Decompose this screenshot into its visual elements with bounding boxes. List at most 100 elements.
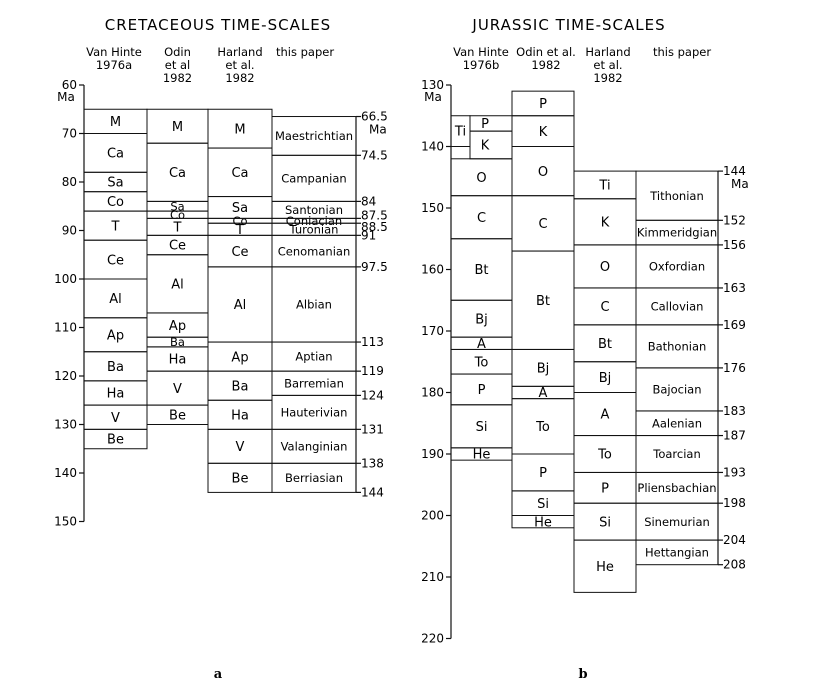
axis-tick-label: 110 xyxy=(54,321,77,335)
boundary-age-label: 131 xyxy=(361,422,384,436)
unit-label: Cenomanian xyxy=(278,244,351,258)
panel-title: CRETACEOUS TIME-SCALES xyxy=(105,16,331,34)
boundary-age-label: 91 xyxy=(361,228,376,242)
unit-label: Si xyxy=(599,515,611,530)
axis-tick-label: 150 xyxy=(54,515,77,529)
unit-label: P xyxy=(539,466,547,481)
axis-tick-label: 70 xyxy=(62,127,77,141)
boundary-age-label: 169 xyxy=(723,318,746,332)
axis-tick-label: 190 xyxy=(421,447,444,461)
unit-label: Valanginian xyxy=(281,439,348,453)
unit-label: To xyxy=(474,355,489,370)
unit-label: C xyxy=(538,217,547,232)
boundary-age-label: 193 xyxy=(723,465,746,479)
unit-label: C xyxy=(477,211,486,226)
unit-label: Maestrichtian xyxy=(275,129,353,143)
column-header-line: et al. xyxy=(225,58,254,72)
unit-label: Callovian xyxy=(651,300,704,314)
unit-label: Ca xyxy=(169,166,186,181)
unit-label: Ca xyxy=(107,147,124,162)
unit-label: Bj xyxy=(599,371,612,386)
unit-label: To xyxy=(535,420,550,435)
boundary-age-label: 144 xyxy=(723,164,746,178)
unit-label: Bj xyxy=(537,362,550,377)
boundary-age-label: 88.5 xyxy=(361,220,388,234)
unit-label: Bt xyxy=(598,337,612,352)
unit-label: Be xyxy=(107,433,124,448)
axis-tick-label: 130 xyxy=(421,78,444,92)
unit-label: V xyxy=(236,440,245,455)
unit-label: P xyxy=(539,97,547,112)
boundary-unit-label: Ma xyxy=(369,123,387,137)
column-header-line: this paper xyxy=(276,45,334,59)
boundary-age-label: 124 xyxy=(361,388,384,402)
column-header-line: 1982 xyxy=(593,71,622,85)
unit-label: Kimmeridgian xyxy=(637,226,717,240)
unit-label: Ba xyxy=(232,379,249,394)
boundary-age-label: 87.5 xyxy=(361,208,388,222)
unit-label: Sa xyxy=(107,176,123,191)
unit-label: C xyxy=(600,300,609,315)
panel-b-jurassic: JURASSIC TIME-SCALES 130 140 150 160 170 180 19… xyxy=(421,16,749,682)
unit-label: V xyxy=(111,411,120,426)
unit-label: Ce xyxy=(169,239,186,254)
unit-label: Al xyxy=(234,298,247,313)
unit-label: Si xyxy=(537,497,549,512)
unit-label: Ce xyxy=(107,253,124,268)
axis-tick-label: 200 xyxy=(421,509,444,523)
unit-label: Al xyxy=(171,278,184,293)
boundary-age-label: 138 xyxy=(361,456,384,470)
unit-label: Toarcian xyxy=(652,447,700,461)
unit-label: Albian xyxy=(296,298,332,312)
boundary-age-label: 183 xyxy=(723,404,746,418)
panel-a-cretaceous: CRETACEOUS TIME-SCALES 60 70 80 90 100 110 120 1… xyxy=(54,16,388,682)
unit-label: K xyxy=(601,216,610,231)
boundary-age-label: 97.5 xyxy=(361,260,388,274)
unit-label: Bt xyxy=(474,263,488,278)
column-header-line: Odin xyxy=(164,45,191,59)
column-header-line: Van Hinte xyxy=(86,45,142,59)
boundary-age-label: 176 xyxy=(723,361,746,375)
unit-label: T xyxy=(111,219,120,234)
column-header-line: 1982 xyxy=(531,58,560,72)
boundary-age-label: 119 xyxy=(361,364,384,378)
unit-label: Santonian xyxy=(285,203,343,217)
unit-label: Ba xyxy=(107,360,124,375)
unit-label: Bathonian xyxy=(648,340,707,354)
unit-label: To xyxy=(597,448,612,463)
unit-box xyxy=(469,130,513,160)
unit-label: Hettangian xyxy=(645,546,709,560)
column-header-line: 1976b xyxy=(463,58,500,72)
unit-label: M xyxy=(234,122,245,137)
subfigure-label: a xyxy=(214,667,223,682)
unit-label: P xyxy=(601,482,609,497)
unit-label: Be xyxy=(232,472,249,487)
unit-label: Bj xyxy=(475,312,488,327)
boundary-age-label: 113 xyxy=(361,335,384,349)
axis-tick-label: 140 xyxy=(421,140,444,154)
unit-label: O xyxy=(538,165,548,180)
unit-label: Oxfordian xyxy=(649,260,705,274)
boundary-age-label: 84 xyxy=(361,194,376,208)
unit-label: Si xyxy=(476,420,488,435)
column-header-line: Odin et al. xyxy=(516,45,576,59)
unit-label: Ti xyxy=(454,125,466,140)
unit-label: Bt xyxy=(536,294,550,309)
unit-label: Ha xyxy=(231,408,249,423)
unit-label: Ap xyxy=(231,350,248,365)
column-header-line: et al. xyxy=(593,58,622,72)
unit-label: Ca xyxy=(231,166,248,181)
unit-label: P xyxy=(481,117,489,132)
column-header-line: et al xyxy=(165,58,190,72)
axis-tick-label: 80 xyxy=(62,175,77,189)
unit-label: A xyxy=(601,408,610,423)
unit-label: T xyxy=(235,223,244,238)
unit-label: O xyxy=(476,171,486,186)
unit-label: Sa xyxy=(170,199,184,213)
axis-tick-label: 150 xyxy=(421,201,444,215)
unit-label: A xyxy=(539,386,548,401)
column-header-line: 1982 xyxy=(225,71,254,85)
unit-label: Campanian xyxy=(281,172,346,186)
unit-label: Pliensbachian xyxy=(637,481,716,495)
axis-tick-label: 90 xyxy=(62,224,77,238)
